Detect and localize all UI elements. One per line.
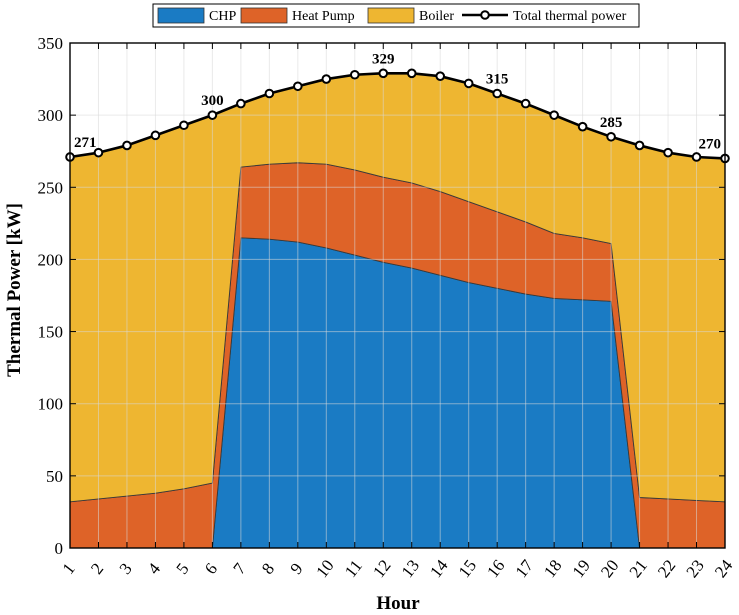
total-marker-6 [207,110,218,120]
data-label-hour-24: 270 [699,136,722,152]
total-marker-13 [406,68,417,79]
total-marker-12 [378,68,389,79]
x-tick-label-5: 5 [172,559,192,577]
x-tick-label-24: 24 [711,556,737,581]
x-tick-label-10: 10 [312,556,337,581]
x-tick-label-17: 17 [512,556,538,581]
x-tick-label-21: 21 [626,556,651,581]
x-tick-label-18: 18 [540,556,565,581]
total-marker-17 [520,98,531,109]
legend-swatch-chp [157,7,205,24]
y-tick-label-150: 150 [38,323,64,342]
x-tick-label-6: 6 [201,559,221,577]
legend-label-heat-pump: Heat Pump [292,9,355,24]
data-label-hour-1: 271 [74,135,97,151]
x-tick-label-11: 11 [341,556,366,581]
total-marker-19 [577,121,588,132]
data-label-hour-12: 329 [372,51,395,67]
x-tick-label-20: 20 [597,556,622,581]
total-marker-15 [463,78,474,89]
x-tick-label-13: 13 [398,556,423,581]
legend-swatch-heat-pump [240,7,288,24]
data-label-hour-20: 285 [600,115,623,131]
y-tick-label-100: 100 [38,395,64,414]
data-label-hour-16: 315 [486,72,509,88]
total-marker-11 [349,69,360,80]
y-tick-label-250: 250 [38,178,64,197]
stacked-areas [69,42,726,549]
total-marker-10 [321,74,332,84]
x-tick-label-1: 1 [59,559,79,577]
total-marker-3 [122,140,132,151]
total-marker-4 [150,130,161,141]
y-tick-label-0: 0 [55,539,64,558]
total-line-path [69,72,726,160]
total-marker-7 [236,98,246,109]
total-marker-21 [634,140,645,151]
x-tick-label-22: 22 [654,556,679,581]
y-tick-label-300: 300 [38,106,64,125]
x-tick-label-4: 4 [144,559,165,578]
x-tick-label-2: 2 [87,559,107,577]
total-marker-2 [93,147,104,158]
legend-swatch-boiler [367,7,415,24]
x-tick-label-16: 16 [483,556,508,581]
plot-frame [69,42,726,549]
x-tick-label-3: 3 [116,559,136,577]
x-tick-label-7: 7 [229,559,250,578]
total-marker-9 [293,81,303,92]
total-marker-23 [691,152,702,162]
legend: CHP Heat Pump Boiler Total thermal power [152,3,640,28]
y-axis-title: Thermal Power [kW] [4,203,25,377]
total-marker-16 [492,88,502,99]
y-tick-label-50: 50 [46,467,63,486]
total-marker-20 [606,131,616,142]
total-marker-14 [435,71,446,81]
data-labels: 271 300 329 315 285 270 [74,51,721,152]
x-tick-label-12: 12 [369,556,394,581]
total-marker-22 [663,147,673,158]
x-tick-label-9: 9 [286,559,306,577]
x-axis-title: Hour [376,593,420,614]
legend-label-chp: CHP [209,9,236,24]
total-power-line [65,68,730,164]
x-tick-label-15: 15 [455,556,480,581]
legend-marker-total [480,10,490,20]
total-marker-5 [179,120,189,131]
x-tick-label-8: 8 [258,559,278,577]
x-tick-label-23: 23 [682,556,707,581]
x-tick-label-14: 14 [426,556,452,581]
legend-label-boiler: Boiler [419,9,454,24]
y-tick-label-350: 350 [38,34,64,53]
total-marker-8 [264,88,275,99]
total-marker-18 [549,110,559,120]
data-label-hour-6: 300 [201,93,224,109]
x-tick-label-19: 19 [569,556,594,581]
legend-label-total: Total thermal power [513,9,627,24]
y-tick-label-200: 200 [38,250,64,269]
